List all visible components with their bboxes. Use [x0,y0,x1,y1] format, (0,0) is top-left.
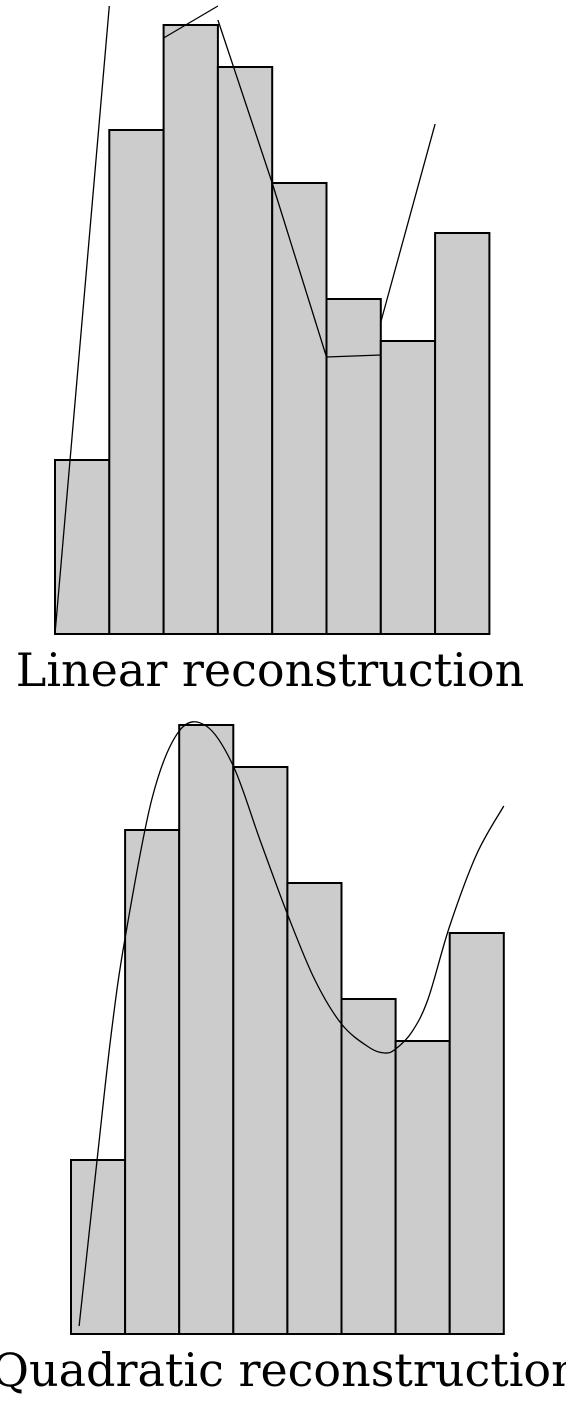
histogram-bar [70,1159,127,1335]
histogram-bar [434,232,491,635]
histogram-bar [124,829,181,1335]
histogram-bar [340,998,397,1335]
quadratic-curve [78,721,505,1327]
histogram-bar [379,340,437,635]
histogram-bar [325,298,382,635]
histogram-bar [162,24,219,635]
histogram-bar [448,932,505,1335]
linear-reconstruction-caption: Linear reconstruction [16,643,524,697]
histogram-bar [178,724,235,1335]
linear-segment [217,19,273,184]
linear-segment [380,123,436,323]
histogram-bar [394,1040,451,1335]
linear-segment [326,354,381,358]
linear-reconstruction-panel: Linear reconstruction [16,5,524,697]
linear-segment [54,5,110,635]
linear-segment [271,182,328,358]
histogram-bar [108,129,165,635]
histogram-bar [271,182,328,635]
linear-segment [163,5,219,39]
histogram-bar [286,882,343,1335]
quadratic-reconstruction-caption: Quadratic reconstruction [0,1343,566,1397]
histogram-bar [54,459,111,635]
quadratic-reconstruction-panel: Quadratic reconstruction [0,721,566,1397]
histogram-bar [216,66,274,635]
histogram-bar [232,766,289,1335]
